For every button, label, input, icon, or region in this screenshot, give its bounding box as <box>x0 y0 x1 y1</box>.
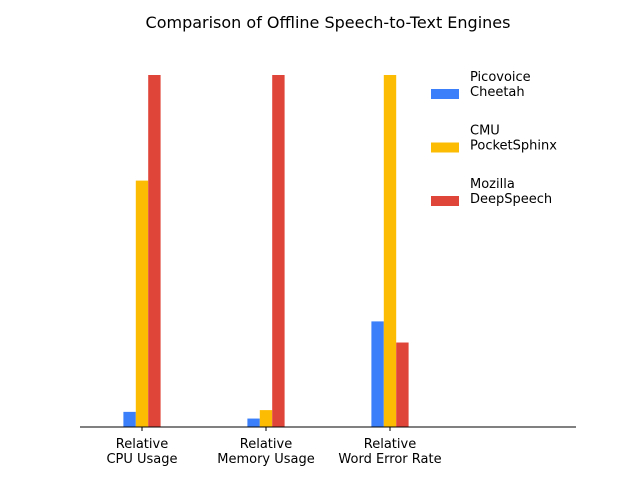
x-tick-label: CPU Usage <box>106 452 177 467</box>
legend-label: DeepSpeech <box>470 192 552 207</box>
bar-picovoice-cheetah-2 <box>371 321 384 427</box>
legend-label: Cheetah <box>470 85 525 100</box>
legend-swatch <box>431 142 459 153</box>
bar-picovoice-cheetah-1 <box>247 418 260 427</box>
legend-label: Mozilla <box>470 177 515 192</box>
x-tick-label: Relative <box>116 437 168 452</box>
bar-mozilla-deepspeech-0 <box>148 75 161 427</box>
x-tick-label: Memory Usage <box>217 452 315 467</box>
bar-mozilla-deepspeech-2 <box>396 342 409 427</box>
bar-cmu-pocketsphinx-0 <box>135 180 149 427</box>
legend-swatch <box>431 196 459 206</box>
legend-label: Picovoice <box>470 70 531 85</box>
chart-title: Comparison of Offline Speech-to-Text Eng… <box>146 13 511 32</box>
legend-label: PocketSphinx <box>470 139 557 154</box>
x-tick-label: Relative <box>364 437 416 452</box>
legend-label: CMU <box>470 124 500 139</box>
bar-mozilla-deepspeech-1 <box>272 75 285 427</box>
bar-cmu-pocketsphinx-1 <box>259 410 273 427</box>
x-tick-label: Relative <box>240 437 292 452</box>
bar-picovoice-cheetah-0 <box>123 411 136 427</box>
bar-cmu-pocketsphinx-2 <box>383 75 397 427</box>
x-tick-label: Word Error Rate <box>338 452 441 467</box>
legend-swatch <box>431 89 459 99</box>
